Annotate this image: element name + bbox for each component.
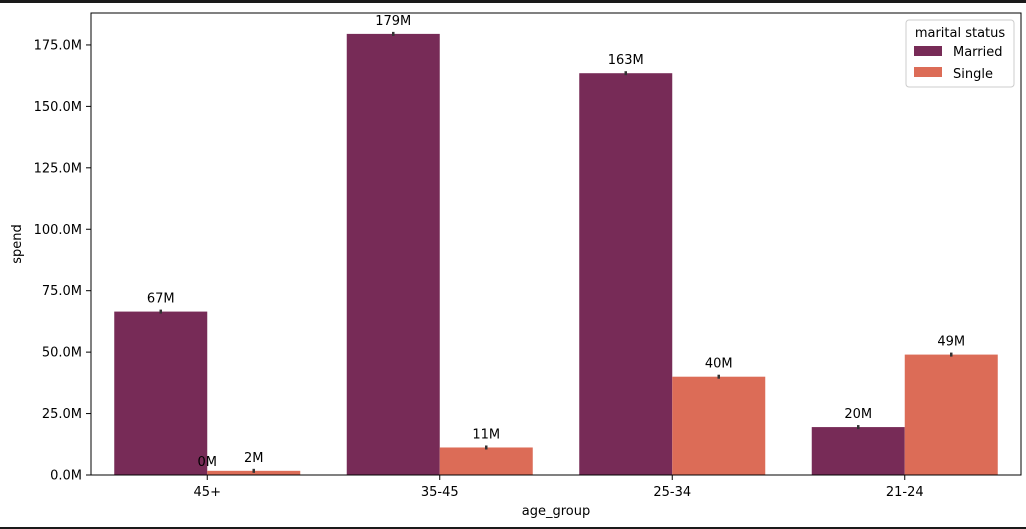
y-tick-label: 50.0M bbox=[42, 346, 82, 361]
y-tick-label: 25.0M bbox=[42, 407, 82, 422]
legend-label-married: Married bbox=[953, 45, 1003, 60]
y-axis-label: spend bbox=[10, 224, 25, 264]
data-label-married-35-45: 179M bbox=[375, 14, 411, 29]
legend-label-single: Single bbox=[953, 67, 993, 82]
x-tick-label: 21-24 bbox=[886, 485, 924, 500]
data-label-extra-0: 0M bbox=[198, 455, 218, 470]
bar-single-35-45 bbox=[439, 447, 533, 475]
y-axis: 0.0M 25.0M 50.0M 75.0M 100.0M 125.0M 150.0M 175… bbox=[34, 38, 91, 484]
legend-swatch-married bbox=[914, 46, 942, 56]
legend: marital status Married Single bbox=[905, 19, 1015, 88]
y-tick-label: 0.0M bbox=[50, 469, 82, 484]
data-label-single-21-24: 49M bbox=[937, 335, 965, 350]
bar-married-45+ bbox=[114, 311, 208, 475]
x-tick-label: 45+ bbox=[194, 485, 221, 500]
x-tick-label: 35-45 bbox=[421, 485, 459, 500]
bars-layer bbox=[114, 33, 998, 475]
y-tick-label: 150.0M bbox=[34, 100, 82, 115]
x-tick-label: 25-34 bbox=[653, 485, 691, 500]
y-tick-label: 175.0M bbox=[34, 38, 82, 53]
bar-single-21-24 bbox=[904, 354, 998, 475]
bar-single-25-34 bbox=[672, 376, 766, 475]
y-tick-label: 100.0M bbox=[34, 223, 82, 238]
y-tick-label: 125.0M bbox=[34, 161, 82, 176]
plot-frame bbox=[90, 12, 1022, 476]
data-label-single-35-45: 11M bbox=[472, 427, 500, 442]
window-top-border bbox=[0, 0, 1026, 3]
x-axis: 45+ 35-45 25-34 21-24 bbox=[194, 475, 924, 500]
x-axis-label: age_group bbox=[522, 504, 590, 519]
data-label-married-45+: 67M bbox=[147, 292, 175, 307]
bar-married-35-45 bbox=[346, 33, 440, 475]
bar-single-45+ bbox=[207, 470, 301, 475]
data-label-single-25-34: 40M bbox=[705, 357, 733, 372]
data-labels-layer: 67M 2M 179M 11M 163M 40M 20M 49M 0M bbox=[147, 14, 965, 470]
data-label-single-45+: 2M bbox=[244, 451, 264, 466]
data-label-married-21-24: 20M bbox=[844, 407, 872, 422]
window-bottom-border bbox=[0, 527, 1026, 529]
data-label-married-25-34: 163M bbox=[608, 53, 644, 68]
y-tick-label: 75.0M bbox=[42, 284, 82, 299]
legend-swatch-single bbox=[914, 67, 942, 77]
legend-title: marital status bbox=[915, 26, 1006, 41]
bar-married-21-24 bbox=[811, 427, 905, 475]
bar-married-25-34 bbox=[579, 73, 673, 475]
error-bars-layer bbox=[159, 31, 953, 473]
